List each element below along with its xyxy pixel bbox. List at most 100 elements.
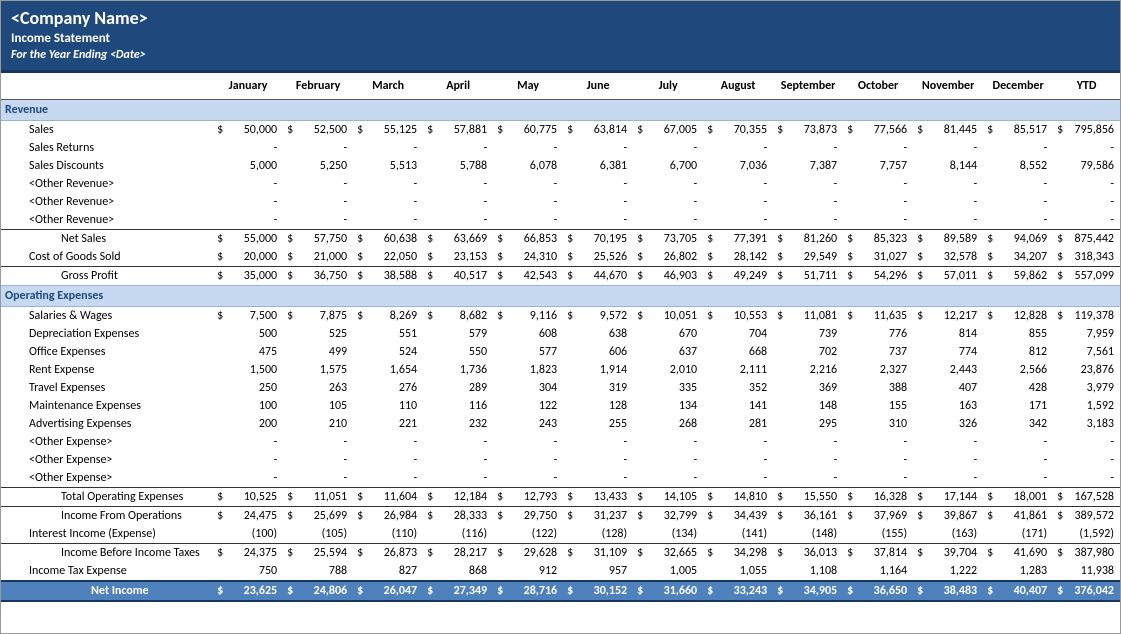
numeric-cell: -	[353, 139, 423, 157]
numeric-cell: 428	[983, 379, 1053, 397]
numeric-cell: 100	[213, 397, 283, 415]
numeric-cell: -	[773, 175, 843, 193]
numeric-cell: -	[213, 469, 283, 488]
numeric-cell: 232	[423, 415, 493, 433]
row-label: <Other Expense>	[1, 451, 213, 469]
numeric-cell: -	[423, 211, 493, 230]
numeric-cell: -	[213, 139, 283, 157]
table-row: Interest Income (Expense)(100)(105)(110)…	[1, 525, 1120, 544]
numeric-cell: $ 23,153	[423, 248, 493, 267]
numeric-cell: $ 39,704	[913, 544, 983, 563]
numeric-cell: 750	[213, 562, 283, 581]
statement-period: For the Year Ending <Date>	[11, 48, 1110, 62]
numeric-cell: -	[423, 469, 493, 488]
numeric-cell: $ 25,699	[283, 507, 353, 526]
column-header: February	[283, 73, 353, 100]
section-title: Revenue	[1, 100, 1120, 121]
numeric-cell: -	[983, 211, 1053, 230]
numeric-cell: $26,047	[353, 581, 423, 601]
numeric-cell: -	[283, 469, 353, 488]
numeric-cell: -	[353, 451, 423, 469]
numeric-cell: $ 12,217	[913, 307, 983, 326]
numeric-cell: $ 63,669	[423, 230, 493, 249]
numeric-cell: -	[843, 433, 913, 451]
numeric-cell: -	[353, 211, 423, 230]
numeric-cell: 342	[983, 415, 1053, 433]
numeric-cell: $ 44,670	[563, 267, 633, 286]
numeric-cell: -	[983, 451, 1053, 469]
numeric-cell: 79,586	[1053, 157, 1120, 175]
numeric-cell: (171)	[983, 525, 1053, 544]
column-header: May	[493, 73, 563, 100]
numeric-cell: -	[493, 433, 563, 451]
numeric-cell: -	[353, 175, 423, 193]
numeric-cell: $33,243	[703, 581, 773, 601]
numeric-cell: 579	[423, 325, 493, 343]
numeric-cell: -	[423, 451, 493, 469]
numeric-cell: 141	[703, 397, 773, 415]
table-row: Net Sales$ 55,000$ 57,750$ 60,638$ 63,66…	[1, 230, 1120, 249]
numeric-cell: 525	[283, 325, 353, 343]
row-label: Sales	[1, 121, 213, 140]
numeric-cell: 1,500	[213, 361, 283, 379]
numeric-cell: 1,055	[703, 562, 773, 581]
numeric-cell: $ 32,665	[633, 544, 703, 563]
numeric-cell: 369	[773, 379, 843, 397]
statement-header: <Company Name> Income Statement For the …	[1, 1, 1120, 73]
numeric-cell: -	[563, 175, 633, 193]
numeric-cell: 608	[493, 325, 563, 343]
numeric-cell: $ 70,195	[563, 230, 633, 249]
numeric-cell: 304	[493, 379, 563, 397]
numeric-cell: 5,513	[353, 157, 423, 175]
numeric-cell: 352	[703, 379, 773, 397]
numeric-cell: 3,183	[1053, 415, 1120, 433]
numeric-cell: -	[213, 175, 283, 193]
numeric-cell: 5,000	[213, 157, 283, 175]
numeric-cell: $ 29,628	[493, 544, 563, 563]
numeric-cell: 737	[843, 343, 913, 361]
row-label: <Other Revenue>	[1, 175, 213, 193]
numeric-cell: -	[213, 193, 283, 211]
numeric-cell: -	[1053, 469, 1120, 488]
numeric-cell: (134)	[633, 525, 703, 544]
numeric-cell: -	[1053, 139, 1120, 157]
numeric-cell: $ 54,296	[843, 267, 913, 286]
numeric-cell: -	[983, 175, 1053, 193]
row-label: Gross Profit	[1, 267, 213, 286]
table-row: Gross Profit$ 35,000$ 36,750$ 38,588$ 40…	[1, 267, 1120, 286]
net-income-label: Net Income	[1, 581, 213, 601]
numeric-cell: 7,561	[1053, 343, 1120, 361]
numeric-cell: $30,152	[563, 581, 633, 601]
numeric-cell: $ 10,553	[703, 307, 773, 326]
numeric-cell: -	[843, 469, 913, 488]
numeric-cell: $ 36,013	[773, 544, 843, 563]
column-header: November	[913, 73, 983, 100]
numeric-cell: $ 11,051	[283, 488, 353, 507]
numeric-cell: $ 57,750	[283, 230, 353, 249]
numeric-cell: -	[633, 469, 703, 488]
numeric-cell: 1,164	[843, 562, 913, 581]
numeric-cell: 221	[353, 415, 423, 433]
numeric-cell: $ 14,105	[633, 488, 703, 507]
numeric-cell: $ 57,011	[913, 267, 983, 286]
numeric-cell: $ 66,853	[493, 230, 563, 249]
table-row: Advertising Expenses20021022123224325526…	[1, 415, 1120, 433]
numeric-cell: 5,250	[283, 157, 353, 175]
numeric-cell: -	[423, 139, 493, 157]
numeric-cell: 2,566	[983, 361, 1053, 379]
column-header: August	[703, 73, 773, 100]
numeric-cell: $ 15,550	[773, 488, 843, 507]
numeric-cell: -	[283, 211, 353, 230]
numeric-cell: $ 7,500	[213, 307, 283, 326]
numeric-cell: $ 35,000	[213, 267, 283, 286]
numeric-cell: $ 18,001	[983, 488, 1053, 507]
numeric-cell: -	[983, 433, 1053, 451]
numeric-cell: -	[423, 175, 493, 193]
numeric-cell: -	[283, 139, 353, 157]
company-name: <Company Name>	[11, 7, 1110, 29]
numeric-cell: 6,381	[563, 157, 633, 175]
numeric-cell: (163)	[913, 525, 983, 544]
numeric-cell: $ 60,775	[493, 121, 563, 140]
numeric-cell: -	[493, 139, 563, 157]
numeric-cell: $ 57,881	[423, 121, 493, 140]
